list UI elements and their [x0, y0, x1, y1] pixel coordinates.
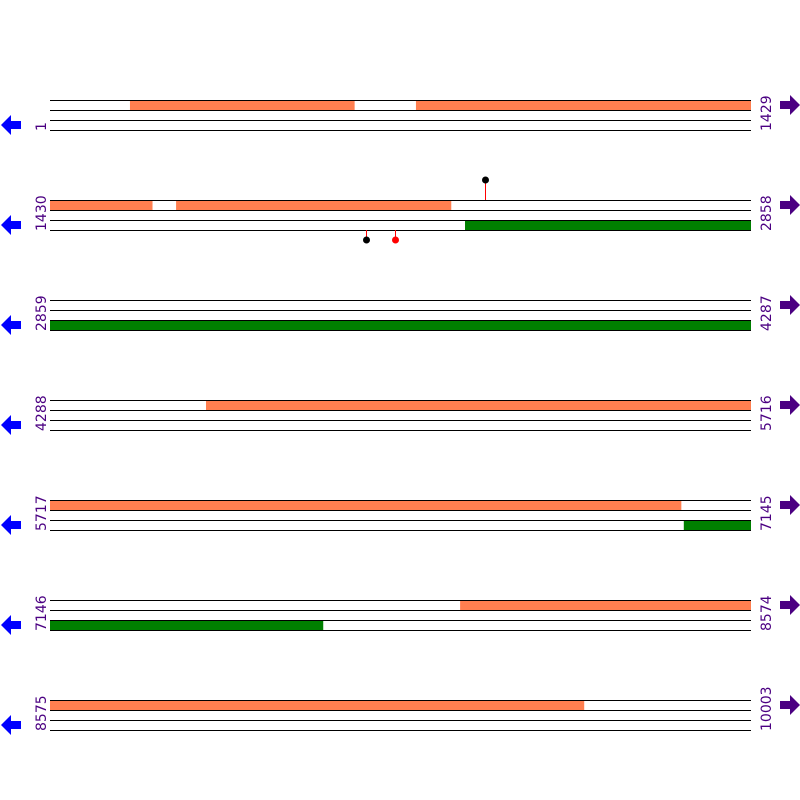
arrow-left-icon: [1, 215, 21, 235]
top-strand-feature: [50, 200, 153, 210]
row-end-label: 4287: [759, 295, 775, 331]
top-strand-feature: [415, 100, 751, 110]
arrow-right-icon: [780, 95, 800, 115]
row-end-label: 7145: [759, 495, 775, 531]
row-end-label: 5716: [759, 395, 775, 431]
row-start-label: 7146: [34, 595, 50, 631]
bottom-strand-feature: [50, 320, 751, 330]
bottom-strand-feature: [465, 220, 751, 230]
row-end-label: 1429: [759, 95, 775, 131]
sequence-row: 8575 10003: [1, 686, 800, 735]
top-strand-feature: [176, 200, 452, 210]
row-start-label: 8575: [34, 695, 50, 731]
row-start-label: 1430: [34, 195, 50, 231]
sequence-row: 5717 7145: [1, 495, 800, 535]
sequence-row: 1 1429: [1, 95, 800, 135]
arrow-left-icon: [1, 515, 21, 535]
bottom-strand-feature: [683, 520, 751, 530]
arrow-right-icon: [780, 695, 800, 715]
row-start-label: 2859: [34, 295, 50, 331]
bottom-strand-feature: [50, 620, 324, 630]
top-strand-feature: [129, 100, 355, 110]
arrow-left-icon: [1, 415, 21, 435]
row-start-label: 4288: [34, 395, 50, 431]
top-strand-feature: [205, 400, 752, 410]
sequence-row: 2859 4287: [1, 295, 800, 335]
row-end-label: 8574: [759, 595, 775, 631]
arrow-left-icon: [1, 115, 21, 135]
arrow-left-icon: [1, 315, 21, 335]
sequence-row: 7146 8574: [1, 595, 800, 635]
row-end-label: 10003: [759, 686, 775, 731]
marker-dot: [482, 176, 489, 184]
top-strand-feature: [50, 500, 682, 510]
sequence-row: 1430 2858: [1, 176, 800, 244]
row-start-label: 5717: [34, 495, 50, 531]
marker-dot: [392, 236, 399, 244]
arrow-right-icon: [780, 495, 800, 515]
arrow-right-icon: [780, 295, 800, 315]
arrow-left-icon: [1, 715, 21, 735]
arrow-left-icon: [1, 615, 21, 635]
arrow-right-icon: [780, 595, 800, 615]
marker-dot: [363, 236, 370, 244]
row-end-label: 2858: [759, 195, 775, 231]
top-strand-feature: [50, 700, 585, 710]
arrow-right-icon: [780, 395, 800, 415]
top-strand-feature: [460, 600, 751, 610]
arrow-right-icon: [780, 195, 800, 215]
sequence-row: 4288 5716: [1, 395, 800, 435]
row-start-label: 1: [34, 122, 50, 131]
